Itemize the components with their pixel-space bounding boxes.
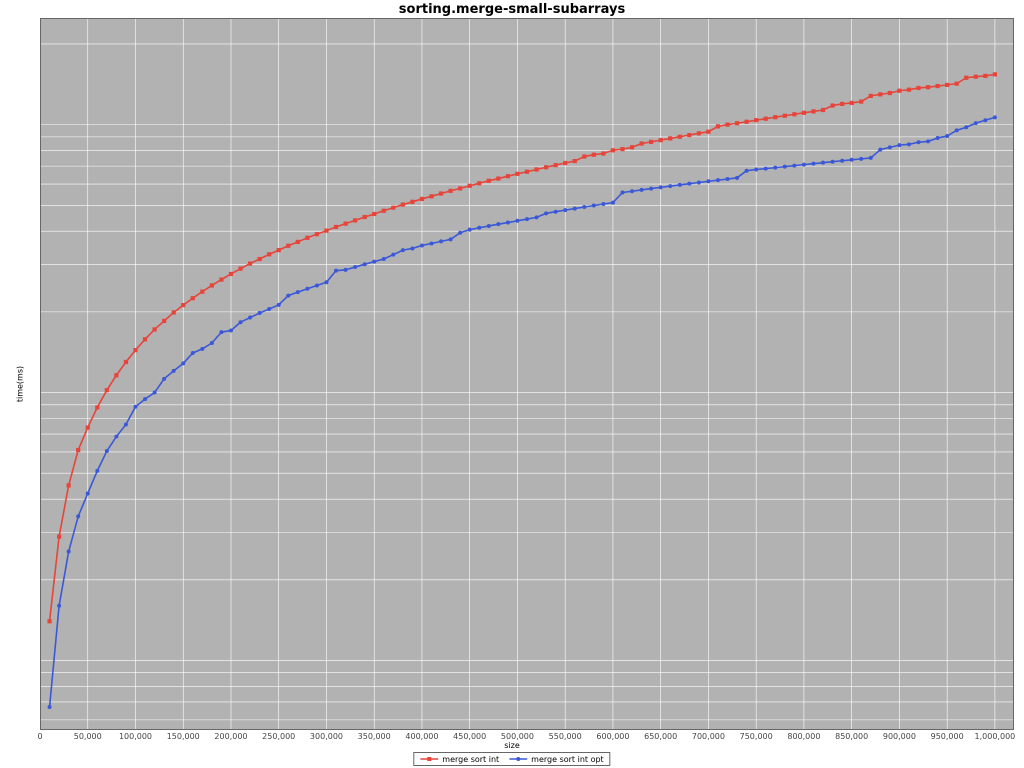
x-tick-label: 400,000	[405, 732, 438, 741]
x-tick-label: 350,000	[358, 732, 391, 741]
x-tick-label: 150,000	[167, 732, 200, 741]
x-tick-label: 250,000	[262, 732, 295, 741]
x-tick-label: 850,000	[835, 732, 868, 741]
x-tick-label: 600,000	[596, 732, 629, 741]
legend-swatch	[509, 754, 527, 764]
y-axis-label: time(ms)	[16, 366, 25, 402]
x-tick-label: 550,000	[549, 732, 582, 741]
legend-label: merge sort int	[442, 755, 499, 764]
legend-item: merge sort int	[420, 754, 499, 764]
legend-item: merge sort int opt	[509, 754, 604, 764]
plot-area	[40, 18, 1014, 730]
x-axis-label: size	[0, 741, 1024, 750]
legend: merge sort int merge sort int opt	[413, 752, 610, 766]
x-tick-label: 900,000	[883, 732, 916, 741]
x-tick-label: 300,000	[310, 732, 343, 741]
x-tick-label: 450,000	[453, 732, 486, 741]
x-tick-label: 650,000	[644, 732, 677, 741]
x-tick-label: 750,000	[740, 732, 773, 741]
legend-label: merge sort int opt	[531, 755, 604, 764]
chart-container: sorting.merge-small-subarrays time(ms) s…	[0, 0, 1024, 768]
x-tick-label: 50,000	[74, 732, 102, 741]
x-tick-label: 100,000	[119, 732, 152, 741]
x-tick-label: 800,000	[787, 732, 820, 741]
legend-swatch	[420, 754, 438, 764]
x-tick-label: 1,000,000	[975, 732, 1016, 741]
x-tick-label: 500,000	[501, 732, 534, 741]
x-tick-label: 700,000	[692, 732, 725, 741]
chart-title: sorting.merge-small-subarrays	[0, 2, 1024, 17]
x-tick-label: 200,000	[214, 732, 247, 741]
x-tick-label: 950,000	[931, 732, 964, 741]
x-tick-label: 0	[37, 732, 42, 741]
